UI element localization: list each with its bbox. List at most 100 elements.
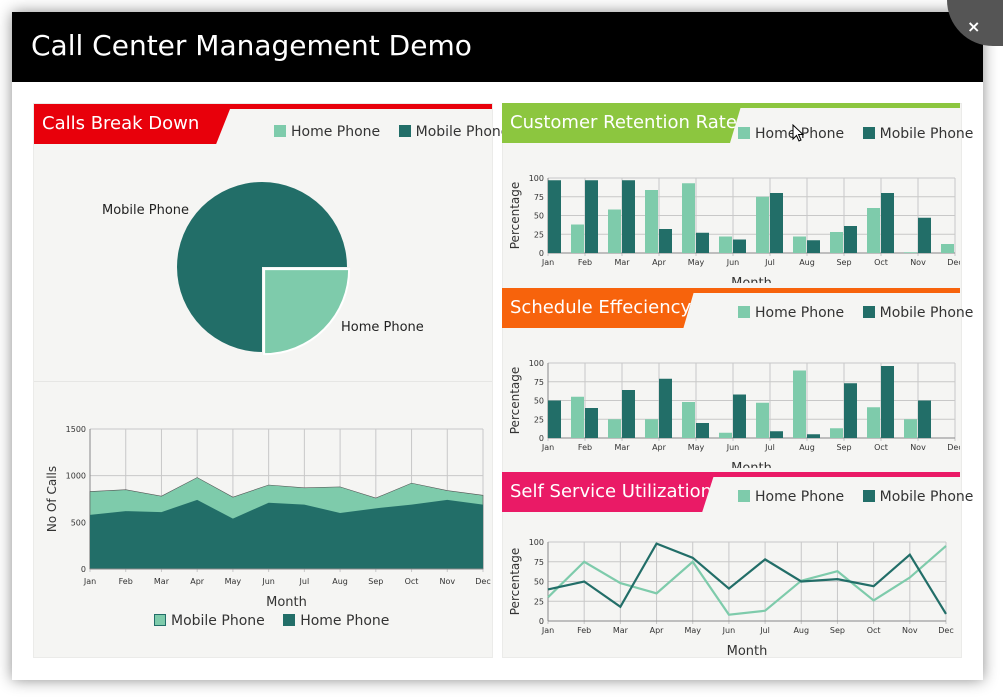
bar-mobile-phone: [585, 180, 598, 253]
legend-item-mobile[interactable]: Mobile Phone: [862, 305, 974, 321]
y-tick-label: 50: [534, 578, 544, 587]
bar-home-phone: [793, 236, 806, 253]
line-mobile-phone: [547, 542, 947, 615]
x-tick-label: Jun: [722, 626, 736, 635]
bar-home-phone: [904, 419, 917, 438]
y-tick-label: 50: [534, 397, 544, 406]
bar-mobile-phone: [659, 378, 672, 438]
bar-mobile-phone: [548, 400, 561, 438]
x-tick-label: Nov: [910, 443, 926, 452]
bar-home-phone: [682, 183, 695, 253]
app-window: Call Center Management Demo × Calls Brea…: [12, 0, 1003, 680]
window-title: Call Center Management Demo: [31, 29, 472, 62]
y-axis-title: No Of Calls: [45, 466, 59, 532]
x-tick-label: Sep: [368, 577, 383, 586]
bar-home-phone: [904, 252, 917, 253]
panel-title: Schedule Effeciency: [510, 297, 692, 318]
bar-home-phone: [867, 208, 880, 253]
mobile-swatch: [862, 306, 875, 318]
y-tick-label: 0: [539, 617, 544, 626]
panel-title: Self Service Utilization: [510, 481, 712, 502]
legend-item-home[interactable]: Home Phone: [274, 124, 380, 140]
y-tick-label: 100: [529, 359, 544, 368]
x-tick-label: Jun: [726, 443, 740, 452]
bar-mobile-phone: [696, 232, 709, 253]
y-tick-label: 50: [534, 212, 544, 221]
mouse-cursor-icon: [792, 124, 804, 142]
x-tick-label: Feb: [119, 577, 133, 586]
bar-home-phone: [645, 419, 658, 438]
legend-label: Mobile Phone: [415, 124, 510, 140]
y-tick-label: 25: [534, 597, 544, 606]
x-tick-label: Feb: [577, 626, 591, 635]
x-tick-label: Mar: [154, 577, 170, 586]
legend-item-mobile[interactable]: Mobile Phone: [862, 489, 973, 505]
legend-item-mobile[interactable]: Mobile Phone: [154, 613, 265, 629]
retention-bar-chart: 0 25 50 75 100 Jan Feb Mar Apr May Jun Jul Aug Sep Oct…: [508, 174, 960, 283]
pie-label-home: Home Phone: [341, 320, 424, 335]
bar-home-phone: [793, 370, 806, 438]
bar-mobile-phone: [918, 400, 931, 438]
panel-header-bar: [34, 104, 492, 109]
y-tick-label: 75: [534, 193, 544, 202]
pie-chart: Mobile Phone Home Phone: [102, 182, 424, 356]
x-tick-label: Jun: [726, 258, 740, 267]
bar-mobile-phone: [659, 229, 672, 253]
x-tick-label: Jan: [83, 577, 96, 586]
x-tick-label: Apr: [652, 443, 667, 452]
x-tick-label: Dec: [947, 258, 960, 267]
legend-item-home[interactable]: Home Phone: [738, 305, 844, 321]
x-tick-label: Oct: [405, 577, 419, 586]
legend-label: Mobile Phone: [171, 613, 265, 629]
bar-home-phone: [645, 190, 658, 253]
legend-item-mobile[interactable]: Mobile Phone: [398, 124, 510, 140]
x-tick-label: Apr: [650, 626, 665, 635]
y-tick-label: 25: [534, 230, 544, 239]
legend-item-home[interactable]: Home Phone: [738, 489, 844, 505]
x-tick-label: Oct: [874, 443, 888, 452]
y-tick-label: 0: [81, 565, 86, 574]
x-tick-label: Nov: [902, 626, 918, 635]
legend-item-home[interactable]: Home Phone: [283, 613, 389, 629]
home-swatch: [738, 306, 750, 318]
x-tick-label: Mar: [614, 258, 630, 267]
bar-home-phone: [941, 244, 954, 253]
self-service-line-chart: 0 25 50 75 100 Jan Feb Mar Apr May Jun Jul Aug Sep Oct…: [508, 538, 954, 656]
bar-mobile-phone: [807, 434, 820, 438]
x-tick-label: May: [688, 443, 705, 452]
bar-mobile-phone: [844, 383, 857, 438]
x-tick-label: Jul: [764, 258, 775, 267]
x-tick-label: Jan: [541, 258, 554, 267]
x-tick-label: Aug: [799, 443, 815, 452]
bar-mobile-phone: [548, 180, 561, 253]
y-tick-label: 1000: [66, 472, 86, 481]
calls-breakdown-panel: Calls Break Down Home Phone Mobile Phone…: [33, 103, 509, 658]
x-tick-label: May: [688, 258, 705, 267]
x-axis-title: Month: [266, 595, 307, 610]
x-tick-label: Jun: [261, 577, 275, 586]
x-axis-title: Month: [727, 644, 768, 656]
x-tick-label: Jan: [541, 626, 554, 635]
legend-item-mobile[interactable]: Mobile Phone: [862, 126, 973, 142]
x-tick-label: Jul: [759, 626, 770, 635]
bar-mobile-phone: [733, 239, 746, 253]
x-tick-label: Mar: [613, 626, 629, 635]
legend-label: Mobile Phone: [879, 305, 974, 321]
x-tick-label: Feb: [578, 443, 592, 452]
x-tick-label: Dec: [475, 577, 490, 586]
y-axis-title: Percentage: [508, 367, 522, 435]
x-tick-label: Dec: [947, 443, 960, 452]
bar-home-phone: [719, 236, 732, 253]
y-tick-label: 100: [529, 538, 544, 547]
x-tick-label: Feb: [578, 258, 592, 267]
bar-mobile-phone: [844, 226, 857, 253]
x-axis-title: Month: [731, 276, 772, 283]
bar-home-phone: [867, 407, 880, 438]
x-tick-label: Aug: [799, 258, 815, 267]
close-icon: ×: [967, 17, 981, 36]
bar-home-phone: [571, 224, 584, 253]
x-tick-label: Jul: [764, 443, 775, 452]
y-tick-label: 75: [534, 558, 544, 567]
panel-divider: [34, 381, 492, 382]
panel-title-tag: Schedule Effeciency: [502, 288, 695, 328]
